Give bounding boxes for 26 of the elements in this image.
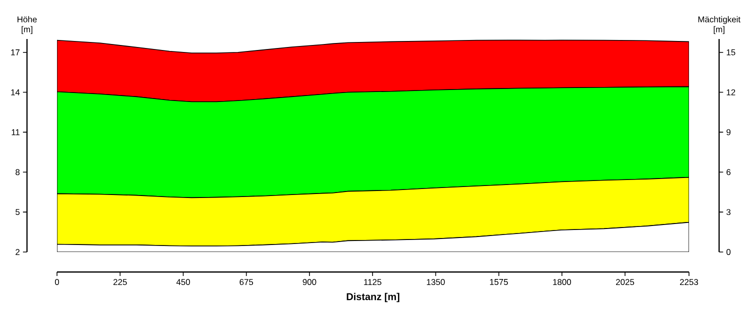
y2-tick-label: 3 xyxy=(726,209,731,216)
x-tick-label: 450 xyxy=(176,279,190,286)
x-axis-title: Distanz [m] xyxy=(346,292,400,302)
x-tick-label: 2253 xyxy=(680,279,698,286)
y2-axis-title: Mächtigkeit [m] xyxy=(698,16,740,34)
y-tick-label: 14 xyxy=(11,89,20,96)
x-tick-label: 0 xyxy=(54,279,60,286)
y2-tick-label: 0 xyxy=(726,249,731,255)
y-axis-title: Höhe [m] xyxy=(18,16,37,34)
y-tick-label: 5 xyxy=(16,209,20,216)
y-tick-label: 17 xyxy=(11,49,20,56)
x-tick-label: 1125 xyxy=(364,279,382,286)
x-tick-label: 1800 xyxy=(553,279,572,286)
x-tick-label: 675 xyxy=(240,279,254,286)
y2-tick-label: 6 xyxy=(726,169,731,176)
y2-tick-label: 9 xyxy=(726,129,730,136)
x-tick-label: 225 xyxy=(113,279,127,286)
y-tick-label: 11 xyxy=(12,129,20,136)
y-tick-label: 2 xyxy=(16,249,20,255)
x-tick-label: 1350 xyxy=(426,279,445,286)
y2-tick-label: 12 xyxy=(726,89,736,96)
x-tick-label: 900 xyxy=(302,279,316,286)
x-tick-label: 2025 xyxy=(616,279,634,286)
x-tick-label: 1575 xyxy=(490,279,508,285)
y2-tick-label: 15 xyxy=(726,49,736,56)
y-tick-label: 8 xyxy=(16,169,20,176)
